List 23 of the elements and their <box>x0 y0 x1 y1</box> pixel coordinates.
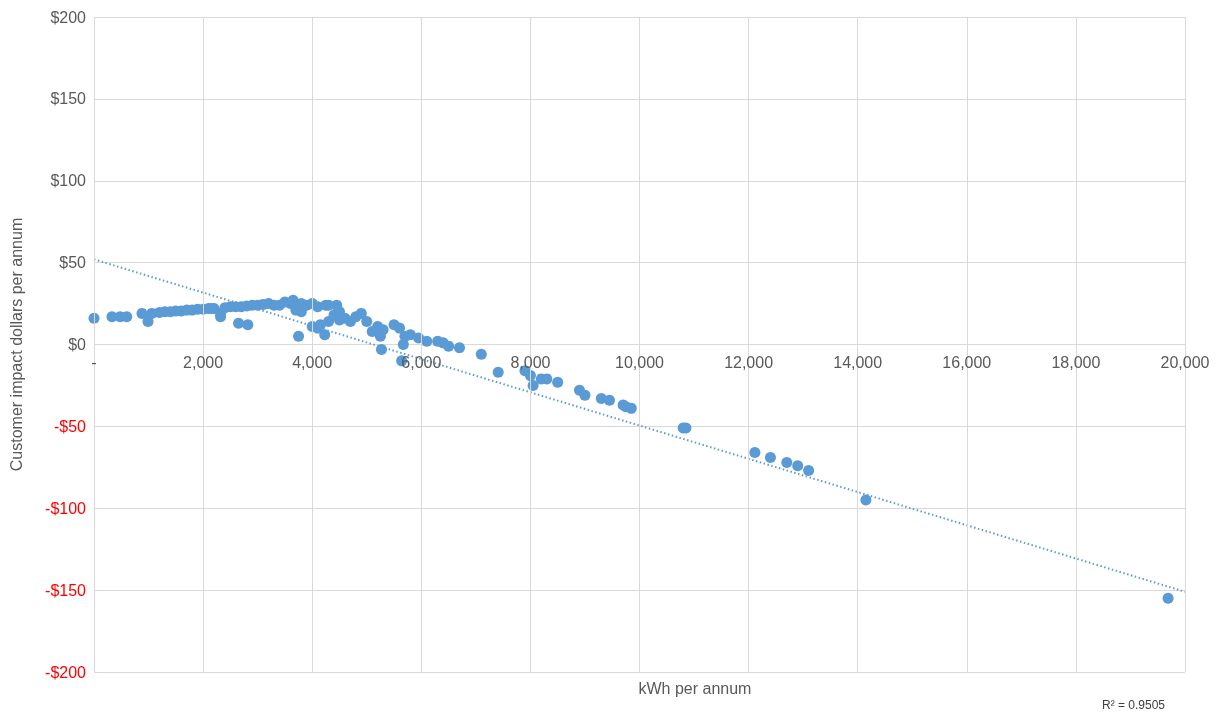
x-tick-label: 18,000 <box>1051 354 1101 371</box>
x-tick-label: 12,000 <box>724 354 774 371</box>
x-tick-label: 16,000 <box>942 354 992 371</box>
x-tick-label: - <box>91 354 97 371</box>
y-tick-label: $0 <box>68 336 87 353</box>
y-tick-label: -$50 <box>53 417 87 435</box>
x-axis-title: kWh per annum <box>638 679 752 697</box>
y-tick-label: -$200 <box>45 663 87 681</box>
y-tick-label: $50 <box>59 254 87 272</box>
y-axis-title: Customer impact dollars per annum <box>7 217 25 472</box>
x-tick-label: 20,000 <box>1160 354 1210 371</box>
x-tick-label: 14,000 <box>833 354 883 371</box>
x-tick-label: 4,000 <box>292 354 333 371</box>
y-tick-label: -$150 <box>45 581 87 599</box>
x-tick-label: 6,000 <box>401 354 442 371</box>
x-tick-label: 10,000 <box>615 354 665 371</box>
text: R² = 0.9505 <box>1101 698 1166 712</box>
y-tick-label: $200 <box>50 8 87 26</box>
y-tick-label: -$100 <box>45 499 87 517</box>
y-tick-label: $100 <box>50 172 87 190</box>
x-tick-label: 8,000 <box>510 354 551 371</box>
x-tick-label: 2,000 <box>183 354 224 371</box>
y-tick-label: $150 <box>50 90 87 108</box>
